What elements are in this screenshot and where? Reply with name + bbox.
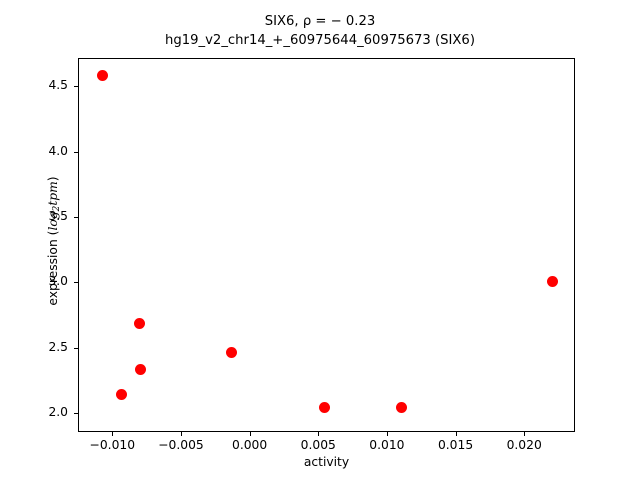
data-point — [116, 388, 128, 400]
y-axis-tick-label: 2.5 — [48, 339, 68, 354]
x-axis-tick — [386, 432, 388, 436]
y-axis-label-math-tail: tpm — [46, 181, 61, 206]
y-axis-label-math-sub: 2 — [51, 205, 62, 212]
x-axis-tick — [249, 432, 251, 436]
y-axis-tick-label: 4.5 — [48, 78, 68, 93]
x-axis-tick-label: 0.000 — [232, 438, 268, 452]
y-axis-tick-label: 2.0 — [48, 405, 68, 420]
plot-data-area — [79, 59, 574, 431]
x-axis-tick-label: −0.005 — [158, 438, 204, 452]
data-point — [396, 402, 408, 413]
x-axis-tick — [318, 432, 320, 436]
x-axis-tick-label: 0.020 — [506, 438, 542, 452]
chart-title-line-1: SIX6, ρ = − 0.23 — [264, 14, 376, 29]
data-point — [319, 402, 331, 413]
y-axis-tick — [74, 347, 78, 349]
data-point — [225, 347, 237, 359]
plot-axes-frame — [78, 58, 575, 432]
y-axis-label-prefix: expression ( — [46, 230, 61, 306]
x-axis-tick-label: −0.010 — [89, 438, 136, 452]
data-point — [96, 69, 108, 81]
x-axis-tick — [180, 432, 183, 436]
chart-title-block: SIX6, ρ = − 0.23 hg19_v2_chr14_+_6097564… — [0, 12, 640, 50]
x-axis-label: activity — [303, 455, 350, 469]
x-axis-tick-label: 0.015 — [437, 438, 474, 452]
chart-title-line-2: hg19_v2_chr14_+_60975644_60975673 (SIX6) — [165, 33, 475, 48]
y-axis-tick — [74, 86, 78, 88]
y-axis-label-suffix: ) — [46, 176, 61, 182]
x-axis-tick-label: 0.005 — [300, 438, 336, 452]
x-axis-tick-label: 0.010 — [369, 438, 405, 452]
data-point — [133, 318, 145, 330]
data-point — [135, 364, 147, 376]
y-axis-label: expression (log2tpm) — [46, 54, 62, 428]
x-axis-tick — [455, 432, 457, 436]
y-axis-tick — [74, 216, 78, 218]
y-axis-tick-label: 4.0 — [48, 143, 68, 158]
x-axis-tick — [524, 432, 526, 436]
y-axis-tick-label: 3.0 — [48, 274, 68, 289]
x-axis-tick — [112, 432, 114, 436]
y-axis-label-math-base: log — [46, 211, 61, 231]
y-axis-tick — [74, 282, 78, 284]
data-point — [547, 276, 559, 288]
y-axis-tick-label: 3.5 — [48, 208, 68, 223]
y-axis-tick — [74, 413, 78, 415]
y-axis-tick — [74, 151, 78, 153]
